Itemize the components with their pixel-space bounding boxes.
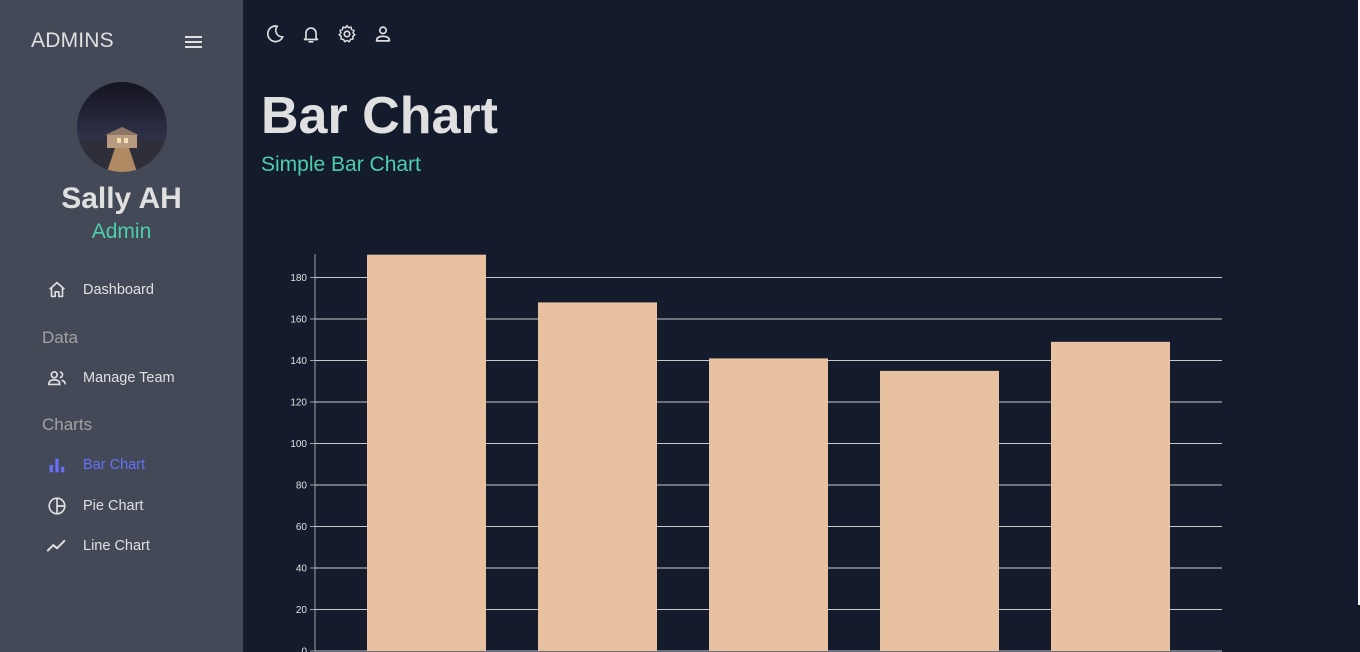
sidebar-item-label: Pie Chart bbox=[83, 498, 144, 514]
chart-bars bbox=[367, 254, 1170, 652]
hamburger-icon bbox=[185, 36, 202, 48]
section-title-data: Data bbox=[42, 328, 78, 347]
pie-chart-icon bbox=[46, 495, 68, 517]
sidebar-item-label: Line Chart bbox=[83, 538, 150, 554]
page-title: Bar Chart bbox=[261, 87, 498, 145]
window-edge bbox=[1358, 0, 1360, 605]
y-tick-label: 40 bbox=[296, 564, 308, 575]
menu-toggle-button[interactable] bbox=[183, 32, 205, 52]
sidebar-item-line-chart[interactable]: Line Chart bbox=[46, 534, 150, 558]
brand-title: ADMINS bbox=[31, 29, 114, 52]
user-role: Admin bbox=[91, 220, 152, 243]
people-icon bbox=[46, 367, 68, 389]
person-icon bbox=[375, 26, 391, 42]
profile-button[interactable] bbox=[371, 22, 395, 46]
chart-y-ticks: 0 20 40 60 80 100 120 140 160 180 bbox=[290, 273, 315, 652]
line-chart-icon bbox=[46, 535, 68, 557]
sidebar-item-bar-chart[interactable]: Bar Chart bbox=[46, 453, 145, 477]
sidebar-item-manage-team[interactable]: Manage Team bbox=[46, 366, 175, 390]
bar-2[interactable] bbox=[709, 358, 828, 651]
user-name: Sally AH bbox=[61, 182, 182, 215]
dark-mode-toggle-button[interactable] bbox=[263, 22, 287, 46]
gear-icon bbox=[338, 24, 356, 43]
y-tick-label: 120 bbox=[290, 398, 307, 409]
page-subtitle: Simple Bar Chart bbox=[261, 153, 421, 176]
sidebar-item-label: Dashboard bbox=[83, 282, 154, 298]
y-tick-label: 80 bbox=[296, 481, 308, 492]
topbar bbox=[263, 22, 395, 46]
y-tick-label: 140 bbox=[290, 356, 307, 367]
notifications-button[interactable] bbox=[299, 22, 323, 46]
bar-chart: 0 20 40 60 80 100 120 140 160 180 bbox=[290, 254, 1222, 652]
avatar bbox=[77, 82, 167, 172]
bar-4[interactable] bbox=[1051, 341, 1170, 651]
sidebar-item-label: Bar Chart bbox=[83, 457, 146, 473]
y-tick-label: 20 bbox=[296, 605, 308, 616]
y-tick-label: 160 bbox=[290, 315, 307, 326]
bar-3[interactable] bbox=[880, 370, 999, 651]
bar-chart-icon bbox=[46, 454, 68, 476]
bar-0[interactable] bbox=[367, 254, 486, 652]
sidebar-item-label: Manage Team bbox=[83, 370, 175, 386]
moon-icon bbox=[266, 25, 284, 43]
y-tick-label: 180 bbox=[290, 273, 307, 284]
home-icon bbox=[46, 279, 68, 301]
sidebar: ADMINS Sally AH Admin bbox=[0, 0, 243, 652]
y-tick-label: 100 bbox=[290, 439, 307, 450]
y-tick-label: 0 bbox=[301, 647, 307, 652]
y-tick-label: 60 bbox=[296, 522, 308, 533]
bar-1[interactable] bbox=[538, 302, 657, 651]
settings-button[interactable] bbox=[335, 22, 359, 46]
sidebar-item-dashboard[interactable]: Dashboard bbox=[46, 278, 154, 302]
sidebar-item-pie-chart[interactable]: Pie Chart bbox=[46, 494, 143, 518]
bell-icon bbox=[303, 27, 319, 43]
section-title-charts: Charts bbox=[42, 415, 93, 434]
